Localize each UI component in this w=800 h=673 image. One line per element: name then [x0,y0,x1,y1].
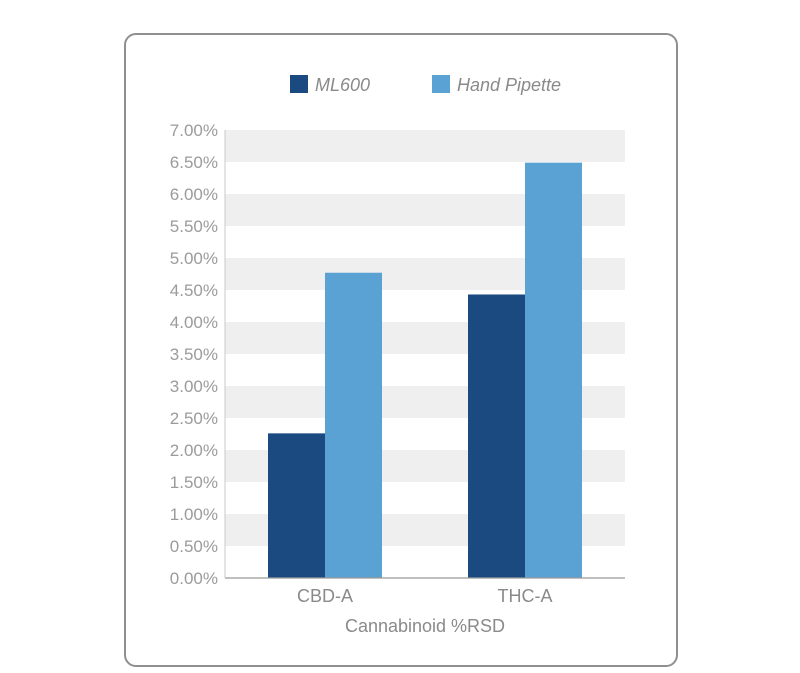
bar-hand-pipette [325,272,382,578]
y-tick-label: 1.00% [170,505,218,524]
y-tick-label: 1.50% [170,473,218,492]
y-tick-label: 4.50% [170,281,218,300]
y-tick-label: 7.00% [170,121,218,140]
y-tick-label: 4.00% [170,313,218,332]
y-tick-label: 2.00% [170,441,218,460]
bars-group [268,162,582,578]
legend-label: Hand Pipette [457,75,561,95]
bar-ml600 [468,294,525,578]
legend-swatch [432,75,450,93]
y-axis-ticks: 0.00% 0.50% 1.00% 1.50% 2.00% 2.50% 3.00% 3.50%… [170,121,218,588]
x-axis-label: Cannabinoid %RSD [345,616,505,636]
x-tick-label: THC-A [498,586,553,606]
y-tick-label: 3.00% [170,377,218,396]
y-tick-label: 0.00% [170,569,218,588]
legend-label: ML600 [315,75,370,95]
y-tick-label: 3.50% [170,345,218,364]
y-tick-label: 6.00% [170,185,218,204]
bar-ml600 [268,433,325,578]
x-axis-ticks: CBD-A THC-A [297,586,553,606]
bar-hand-pipette [525,162,582,578]
legend-swatch [290,75,308,93]
y-tick-label: 5.50% [170,217,218,236]
y-tick-label: 0.50% [170,537,218,556]
legend: ML600 Hand Pipette [290,75,561,95]
grid-band [225,130,625,162]
y-tick-label: 6.50% [170,153,218,172]
x-tick-label: CBD-A [297,586,353,606]
y-tick-label: 5.00% [170,249,218,268]
y-tick-label: 2.50% [170,409,218,428]
